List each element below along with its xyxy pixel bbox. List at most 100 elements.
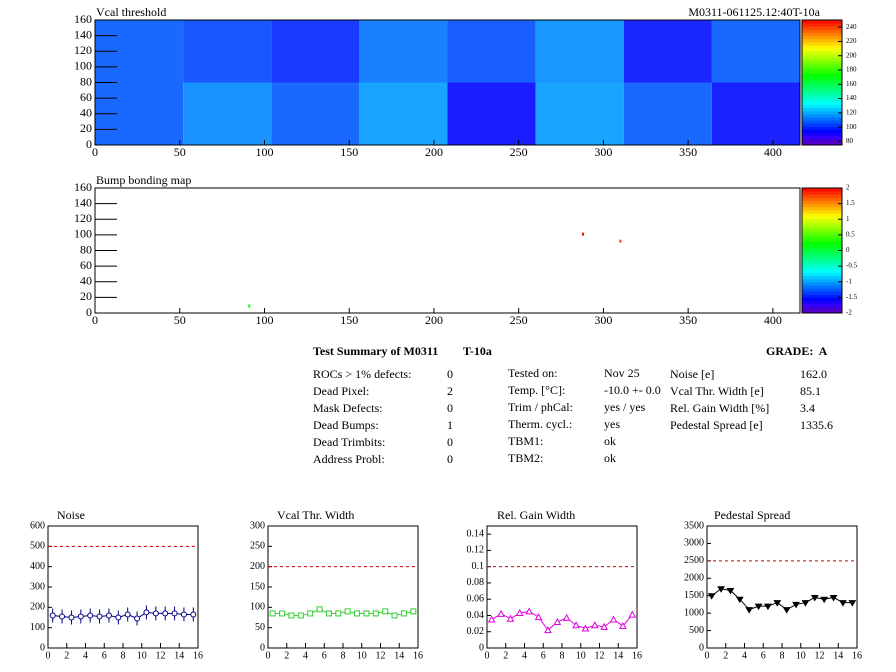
colorbar-cell xyxy=(802,288,842,292)
marker xyxy=(344,608,351,615)
marker xyxy=(372,610,379,617)
x-tick-label: 300 xyxy=(594,313,612,327)
bump-point xyxy=(248,304,251,308)
x-tick-label: 250 xyxy=(510,145,528,159)
x-tick-label: 4 xyxy=(522,650,527,661)
z-tick-label: 100 xyxy=(846,123,857,131)
colorbar-cell xyxy=(802,38,842,43)
marker xyxy=(497,609,505,617)
marker xyxy=(49,612,56,619)
chart-title: Vcal Thr. Width xyxy=(277,508,354,522)
condition-label: TBM1: xyxy=(508,434,543,448)
z-tick-label: 120 xyxy=(846,108,857,116)
heatmap-cell xyxy=(271,20,360,83)
defect-label: Dead Trimbits: xyxy=(313,435,385,449)
result-value: 3.4 xyxy=(800,401,815,415)
condition-label: Temp. [°C]: xyxy=(508,383,565,397)
x-tick-label: 4 xyxy=(303,650,308,661)
marker xyxy=(487,615,496,623)
colorbar-cell xyxy=(802,104,842,108)
colorbar-cell xyxy=(802,269,842,273)
y-tick-label: 80 xyxy=(80,242,92,256)
marker xyxy=(279,610,286,617)
heatmap-cell xyxy=(183,20,272,83)
marker xyxy=(506,614,515,622)
x-tick-label: 150 xyxy=(340,313,358,327)
heatmap-cell xyxy=(623,20,712,83)
y-tick-label: 50 xyxy=(255,622,265,633)
colorbar-cell xyxy=(802,188,842,192)
z-tick-label: 1.5 xyxy=(846,199,855,207)
colorbar-cell xyxy=(802,259,842,264)
y-tick-label: 100 xyxy=(30,622,45,633)
colorbar-cell xyxy=(802,234,842,239)
colorbar-cell xyxy=(802,222,842,226)
y-tick-label: 40 xyxy=(80,274,92,288)
marker xyxy=(288,612,295,619)
z-tick-label: 1 xyxy=(846,215,850,223)
x-tick-label: 4 xyxy=(83,650,88,661)
y-tick-label: 0 xyxy=(260,642,265,653)
y-tick-label: 3000 xyxy=(684,538,704,549)
series-line xyxy=(711,588,853,611)
x-tick-label: 14 xyxy=(174,650,184,661)
y-tick-label: 250 xyxy=(250,541,265,552)
y-tick-label: 120 xyxy=(74,211,92,225)
defect-value: 0 xyxy=(447,367,453,381)
condition-value: yes xyxy=(604,417,620,431)
y-tick-label: 200 xyxy=(30,602,45,613)
colorbar-cell xyxy=(802,76,842,80)
series-line xyxy=(52,611,194,620)
condition-label: Therm. cycl.: xyxy=(508,417,572,431)
colorbar-cell xyxy=(802,281,842,286)
defect-value: 0 xyxy=(447,401,453,415)
colorbar-cell xyxy=(802,35,842,40)
colorbar-cell xyxy=(802,54,842,58)
plot-frame xyxy=(94,187,801,314)
heatmap-cell xyxy=(711,20,800,83)
bump-point xyxy=(619,239,622,243)
marker xyxy=(68,614,75,621)
heatmap-cell xyxy=(447,82,536,145)
y-tick-label: 140 xyxy=(74,195,92,209)
summary-tag: T-10a xyxy=(463,344,492,358)
z-tick-label: 80 xyxy=(846,137,854,145)
condition-value: -10.0 +- 0.0 xyxy=(604,383,661,397)
colorbar-cell xyxy=(802,200,842,205)
x-tick-label: 10 xyxy=(796,650,806,661)
x-tick-label: 16 xyxy=(632,650,642,661)
colorbar-cell xyxy=(802,29,842,33)
marker xyxy=(59,613,66,620)
x-tick-label: 400 xyxy=(764,313,782,327)
y-tick-label: 0.02 xyxy=(467,626,485,637)
colorbar-cell xyxy=(802,278,842,283)
y-tick-label: 0 xyxy=(86,305,92,319)
heatmap-cell xyxy=(711,82,800,145)
x-tick-label: 12 xyxy=(595,650,605,661)
marker xyxy=(382,608,389,615)
x-tick-label: 400 xyxy=(764,145,782,159)
y-tick-label: 160 xyxy=(74,180,92,194)
colorbar-cell xyxy=(802,135,842,140)
y-tick-label: 160 xyxy=(74,12,92,26)
x-tick-label: 10 xyxy=(357,650,367,661)
colorbar-cell xyxy=(802,191,842,195)
chart-subtitle: M0311-061125.12:40T-10a xyxy=(688,5,820,19)
colorbar-cell xyxy=(802,95,842,99)
colorbar-cell xyxy=(802,209,842,214)
marker xyxy=(839,600,847,607)
chart-title: Bump bonding map xyxy=(96,173,191,187)
chart-title: Vcal threshold xyxy=(96,5,166,19)
y-tick-label: 1000 xyxy=(684,607,704,618)
x-tick-label: 0 xyxy=(92,145,98,159)
marker xyxy=(764,603,772,611)
y-tick-label: 300 xyxy=(250,520,265,531)
y-tick-label: 600 xyxy=(30,520,45,531)
colorbar-cell xyxy=(802,23,842,27)
marker xyxy=(609,615,618,623)
plot-frame xyxy=(47,525,199,649)
colorbar-cell xyxy=(802,197,842,201)
marker xyxy=(180,611,187,618)
x-tick-label: 14 xyxy=(833,650,843,661)
